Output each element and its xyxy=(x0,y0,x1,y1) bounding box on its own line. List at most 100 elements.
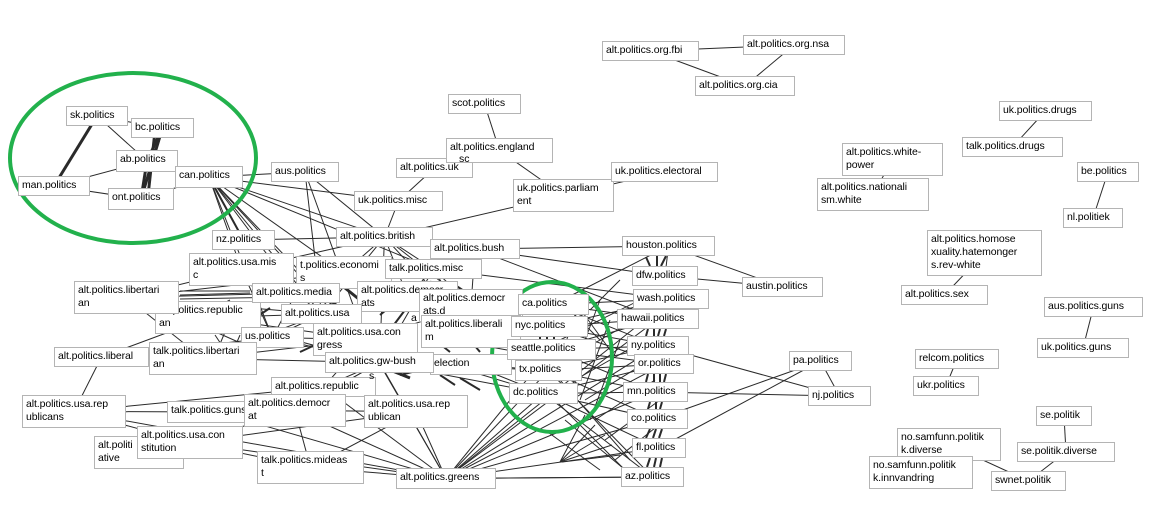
edge-segment xyxy=(645,373,649,383)
graph-node-liberalism[interactable]: alt.politics.liberali m xyxy=(421,315,521,348)
graph-node-bush[interactable]: alt.politics.bush xyxy=(430,239,520,259)
graph-node-ont[interactable]: ont.politics xyxy=(108,188,174,210)
edge-segment xyxy=(559,434,606,463)
graph-node-houston[interactable]: houston.politics xyxy=(622,236,715,256)
occluded-label-fragment: s xyxy=(369,370,375,382)
occluded-label-fragment: sc xyxy=(459,153,470,165)
graph-node-congress[interactable]: alt.politics.usa.con gress xyxy=(313,323,418,356)
graph-node-scot[interactable]: scot.politics xyxy=(448,94,521,114)
graph-node-innvandring[interactable]: no.samfunn.politik k.innvandring xyxy=(869,456,973,489)
graph-edge xyxy=(658,360,821,449)
graph-node-mn[interactable]: mn.politics xyxy=(623,382,688,402)
graph-node-ukguns[interactable]: uk.politics.guns xyxy=(1037,338,1129,358)
graph-node-england[interactable]: alt.politics.england xyxy=(446,138,553,163)
graph-node-usa[interactable]: alt.politics.usa xyxy=(281,304,362,324)
graph-node-ukdrugs[interactable]: uk.politics.drugs xyxy=(999,101,1092,121)
graph-node-altuk[interactable]: alt.politics.uk xyxy=(396,158,473,178)
graph-node-relcom[interactable]: relcom.politics xyxy=(915,349,999,369)
graph-node-media[interactable]: alt.politics.media xyxy=(252,283,340,303)
edge-segment xyxy=(659,401,663,410)
graph-node-dc[interactable]: dc.politics xyxy=(509,383,578,404)
graph-node-parliament[interactable]: uk.politics.parliam ent xyxy=(513,179,614,212)
edge-segment xyxy=(554,399,626,471)
graph-node-or[interactable]: or.politics xyxy=(634,354,694,374)
graph-node-democrat[interactable]: alt.politics.democr at xyxy=(244,394,346,427)
edge-segment xyxy=(645,256,651,267)
graph-node-election[interactable]: election xyxy=(430,354,512,375)
graph-node-liberal[interactable]: alt.politics.liberal xyxy=(54,347,149,367)
graph-node-usarepublican[interactable]: alt.politics.usa.rep ublican xyxy=(364,395,468,428)
edge-segment xyxy=(663,328,667,337)
graph-node-hawaii[interactable]: hawaii.politics xyxy=(617,309,699,329)
graph-edge xyxy=(73,411,447,479)
graph-node-ausguns[interactable]: aus.politics.guns xyxy=(1044,297,1143,317)
graph-node-pa[interactable]: pa.politics xyxy=(789,351,852,371)
edge-segment xyxy=(657,328,661,337)
graph-node-british[interactable]: alt.politics.british xyxy=(336,227,433,247)
graph-node-nyc[interactable]: nyc.politics xyxy=(511,316,588,337)
graph-node-constitution[interactable]: alt.politics.usa.con stitution xyxy=(137,426,243,459)
edge-segment xyxy=(663,373,667,383)
edge-segment xyxy=(579,319,611,401)
edge-segment xyxy=(652,428,657,439)
graph-node-fl[interactable]: fl.politics xyxy=(632,438,686,458)
graph-edge xyxy=(52,115,99,187)
graph-node-usamisc[interactable]: alt.politics.usa.mis c xyxy=(189,253,294,286)
graph-node-nj[interactable]: nj.politics xyxy=(808,386,871,406)
graph-node-dfw[interactable]: dfw.politics xyxy=(632,266,698,286)
graph-node-be[interactable]: be.politics xyxy=(1077,162,1139,182)
edge-segment xyxy=(646,457,651,468)
graph-node-swnet[interactable]: swnet.politik xyxy=(991,471,1066,491)
edge-segment xyxy=(660,255,667,267)
graph-node-nationalism[interactable]: alt.politics.nationali sm.white xyxy=(817,178,929,211)
graph-node-homose[interactable]: alt.politics.homose xuality.hatemonger s… xyxy=(927,230,1042,276)
graph-node-ny[interactable]: ny.politics xyxy=(627,336,689,356)
graph-node-whitepower[interactable]: alt.politics.white- power xyxy=(842,143,943,176)
graph-edge xyxy=(445,345,659,479)
edge-segment xyxy=(439,374,456,386)
graph-node-ukr[interactable]: ukr.politics xyxy=(913,376,979,396)
graph-edge xyxy=(445,391,656,479)
graph-node-gwbush[interactable]: alt.politics.gw-bush xyxy=(325,352,434,373)
graph-node-nz[interactable]: nz.politics xyxy=(212,230,275,250)
graph-node-nodiverse[interactable]: no.samfunn.politik k.diverse xyxy=(897,428,1001,461)
graph-node-usarepublicans[interactable]: alt.politics.usa.rep ublicans xyxy=(22,395,126,428)
graph-node-can[interactable]: can.politics xyxy=(175,166,243,188)
graph-node-se[interactable]: se.politik xyxy=(1036,406,1092,426)
graph-node-sex[interactable]: alt.politics.sex xyxy=(901,285,988,305)
graph-node-talkgu[interactable]: talk.politics.guns xyxy=(167,401,267,423)
graph-node-bc[interactable]: bc.politics xyxy=(131,118,194,138)
graph-node-az[interactable]: az.politics xyxy=(621,467,684,487)
graph-node-talklibertarian[interactable]: talk.politics.libertari an xyxy=(149,342,257,375)
graph-edge xyxy=(445,393,544,479)
graph-node-nl[interactable]: nl.politiek xyxy=(1063,208,1123,228)
graph-node-co[interactable]: co.politics xyxy=(627,409,688,429)
graph-node-fbi[interactable]: alt.politics.org.fbi xyxy=(602,41,699,61)
edge-segment xyxy=(658,428,663,439)
graph-node-wash[interactable]: wash.politics xyxy=(633,289,709,309)
graph-node-ca[interactable]: ca.politics xyxy=(518,294,589,315)
edge-segment xyxy=(653,457,657,468)
graph-node-ab[interactable]: ab.politics xyxy=(116,150,178,172)
graph-node-talkmisc[interactable]: talk.politics.misc xyxy=(385,259,482,279)
graph-node-seattle[interactable]: seattle.politics xyxy=(507,339,596,360)
graph-node-electoral[interactable]: uk.politics.electoral xyxy=(611,162,718,182)
graph-node-talkdrugs[interactable]: talk.politics.drugs xyxy=(962,137,1063,157)
graph-node-man[interactable]: man.politics xyxy=(18,176,90,196)
graph-node-ukmisc[interactable]: uk.politics.misc xyxy=(354,191,443,211)
edge-segment xyxy=(659,457,663,468)
graph-node-nsa[interactable]: alt.politics.org.nsa xyxy=(743,35,845,55)
graph-node-mideast[interactable]: talk.politics.mideas t xyxy=(257,451,364,484)
graph-node-greens[interactable]: alt.politics.greens xyxy=(396,468,496,489)
edge-segment xyxy=(459,377,481,391)
graph-node-austin[interactable]: austin.politics xyxy=(742,277,823,297)
graph-node-tx[interactable]: tx.politics xyxy=(515,360,582,381)
graph-node-cia[interactable]: alt.politics.org.cia xyxy=(695,76,795,96)
graph-node-sediverse[interactable]: se.politik.diverse xyxy=(1017,442,1115,462)
edge-segment xyxy=(561,454,621,463)
graph-node-libertarian[interactable]: alt.politics.libertari an xyxy=(74,281,179,314)
graph-node-sk[interactable]: sk.politics xyxy=(66,106,128,126)
edge-segment xyxy=(647,401,651,410)
graph-node-aus[interactable]: aus.politics xyxy=(271,162,339,182)
